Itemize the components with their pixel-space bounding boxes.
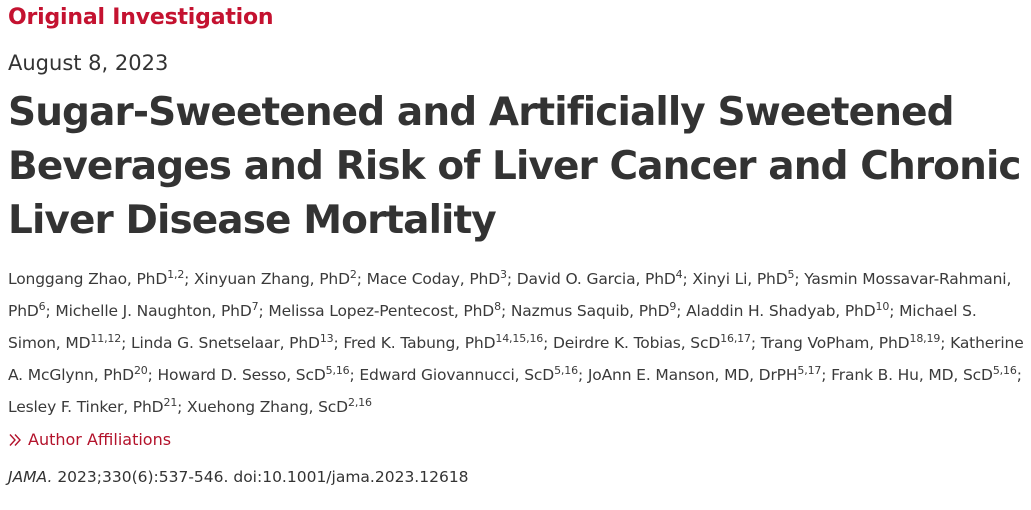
citation-reference: 2023;330(6):537-546. doi:10.1001/jama.20… (57, 468, 469, 486)
author-affiliation-number: 6 (38, 300, 46, 313)
author: Xinyuan Zhang, PhD2 (194, 268, 357, 288)
author-affiliation-number: 14,15,16 (495, 332, 544, 345)
author-affiliation-number: 2,16 (347, 396, 372, 409)
author-affiliation-number: 2 (349, 268, 357, 281)
author-affiliation-number: 8 (494, 300, 501, 313)
author-name: Fred K. Tabung, PhD (343, 334, 496, 352)
author-name: Mace Coday, PhD (366, 270, 501, 288)
author-affiliation-number: 5,16 (992, 364, 1017, 377)
author-affiliation-number: 4 (675, 268, 683, 281)
article-title: Sugar-Sweetened and Artificially Sweeten… (8, 90, 1022, 243)
author: Trang VoPham, PhD18,19 (760, 332, 941, 352)
author: Xuehong Zhang, ScD2,16 (187, 396, 372, 416)
author: Melissa Lopez-Pentecost, PhD8 (268, 300, 501, 320)
author-name: Nazmus Saquib, PhD (510, 302, 670, 320)
author-affiliation-number: 5,16 (325, 364, 350, 377)
author-name: Xinyuan Zhang, PhD (194, 270, 350, 288)
author: Katherine A. McGlynn, PhD20 (8, 334, 1024, 384)
author-name: Linda G. Snetselaar, PhD (130, 334, 320, 352)
publication-date: August 8, 2023 (8, 51, 169, 75)
author-name: Xuehong Zhang, ScD (187, 398, 348, 416)
author: Howard D. Sesso, ScD5,16 (157, 364, 350, 384)
author-list: Longgang Zhao, PhD1,2; Xinyuan Zhang, Ph… (8, 268, 1024, 416)
author-name: David O. Garcia, PhD (516, 270, 676, 288)
author-affiliations-link[interactable]: Author Affiliations (8, 429, 171, 451)
author: Longgang Zhao, PhD1,2 (8, 268, 185, 288)
article-type-label: Original Investigation (8, 5, 274, 30)
author-name: Michelle J. Naughton, PhD (55, 302, 252, 320)
author-affiliation-number: 3 (500, 268, 507, 281)
author-affiliations-label: Author Affiliations (28, 430, 172, 449)
author: Aladdin H. Shadyab, PhD10 (686, 300, 890, 320)
author-affiliation-number: 20 (133, 364, 148, 377)
author-affiliation-number: 11,12 (90, 332, 122, 345)
author-name: Trang VoPham, PhD (760, 334, 910, 352)
author: JoAnn E. Manson, MD, DrPH5,17 (587, 364, 822, 384)
author-affiliation-number: 13 (319, 332, 334, 345)
author-name: Edward Giovannucci, ScD (359, 366, 555, 384)
author-affiliation-number: 5,17 (797, 364, 822, 377)
author: Yasmin Mossavar-Rahmani, PhD6 (8, 270, 1011, 320)
author: Edward Giovannucci, ScD5,16 (359, 364, 578, 384)
author: Lesley F. Tinker, PhD21 (8, 396, 178, 416)
author: Xinyi Li, PhD5 (692, 268, 795, 288)
author-name: Yasmin Mossavar-Rahmani, PhD (8, 270, 1012, 320)
author-name: Frank B. Hu, MD, ScD (831, 366, 993, 384)
double-chevron-right-icon (8, 432, 24, 448)
author: Michelle J. Naughton, PhD7 (55, 300, 259, 320)
author-name: Howard D. Sesso, ScD (157, 366, 326, 384)
author-affiliation-number: 16,17 (720, 332, 751, 345)
author-name: Deirdre K. Tobias, ScD (553, 334, 721, 352)
author-name: Melissa Lopez-Pentecost, PhD (268, 302, 495, 320)
author-name: Aladdin H. Shadyab, PhD (686, 302, 876, 320)
author-affiliation-number: 21 (163, 396, 178, 409)
author: Michael S. Simon, MD11,12 (8, 302, 977, 352)
author-affiliation-number: 10 (875, 300, 890, 313)
author-affiliation-number: 5 (787, 268, 795, 281)
author-affiliation-number: 7 (251, 300, 259, 313)
author-name: Michael S. Simon, MD (8, 302, 977, 352)
author: Nazmus Saquib, PhD9 (510, 300, 677, 320)
citation: JAMA. 2023;330(6):537-546. doi:10.1001/j… (8, 466, 1024, 488)
author: Deirdre K. Tobias, ScD16,17 (553, 332, 751, 352)
author: Frank B. Hu, MD, ScD5,16 (831, 364, 1017, 384)
author-name: Katherine A. McGlynn, PhD (8, 334, 1024, 384)
article-header: Original Investigation August 8, 2023 Su… (8, 0, 1024, 488)
author-affiliation-number: 9 (669, 300, 677, 313)
author-name: Lesley F. Tinker, PhD (8, 398, 164, 416)
author-affiliation-number: 18,19 (909, 332, 941, 345)
author-name: Xinyi Li, PhD (692, 270, 788, 288)
author: Linda G. Snetselaar, PhD13 (130, 332, 334, 352)
author: Mace Coday, PhD3 (366, 268, 507, 288)
author-name: JoAnn E. Manson, MD, DrPH (587, 366, 798, 384)
citation-journal: JAMA. (8, 468, 53, 486)
author: David O. Garcia, PhD4 (516, 268, 683, 288)
author-affiliation-number: 5,16 (554, 364, 578, 377)
author: Fred K. Tabung, PhD14,15,16 (343, 332, 544, 352)
author-name: Longgang Zhao, PhD (8, 270, 168, 288)
author-affiliation-number: 1,2 (167, 268, 185, 281)
